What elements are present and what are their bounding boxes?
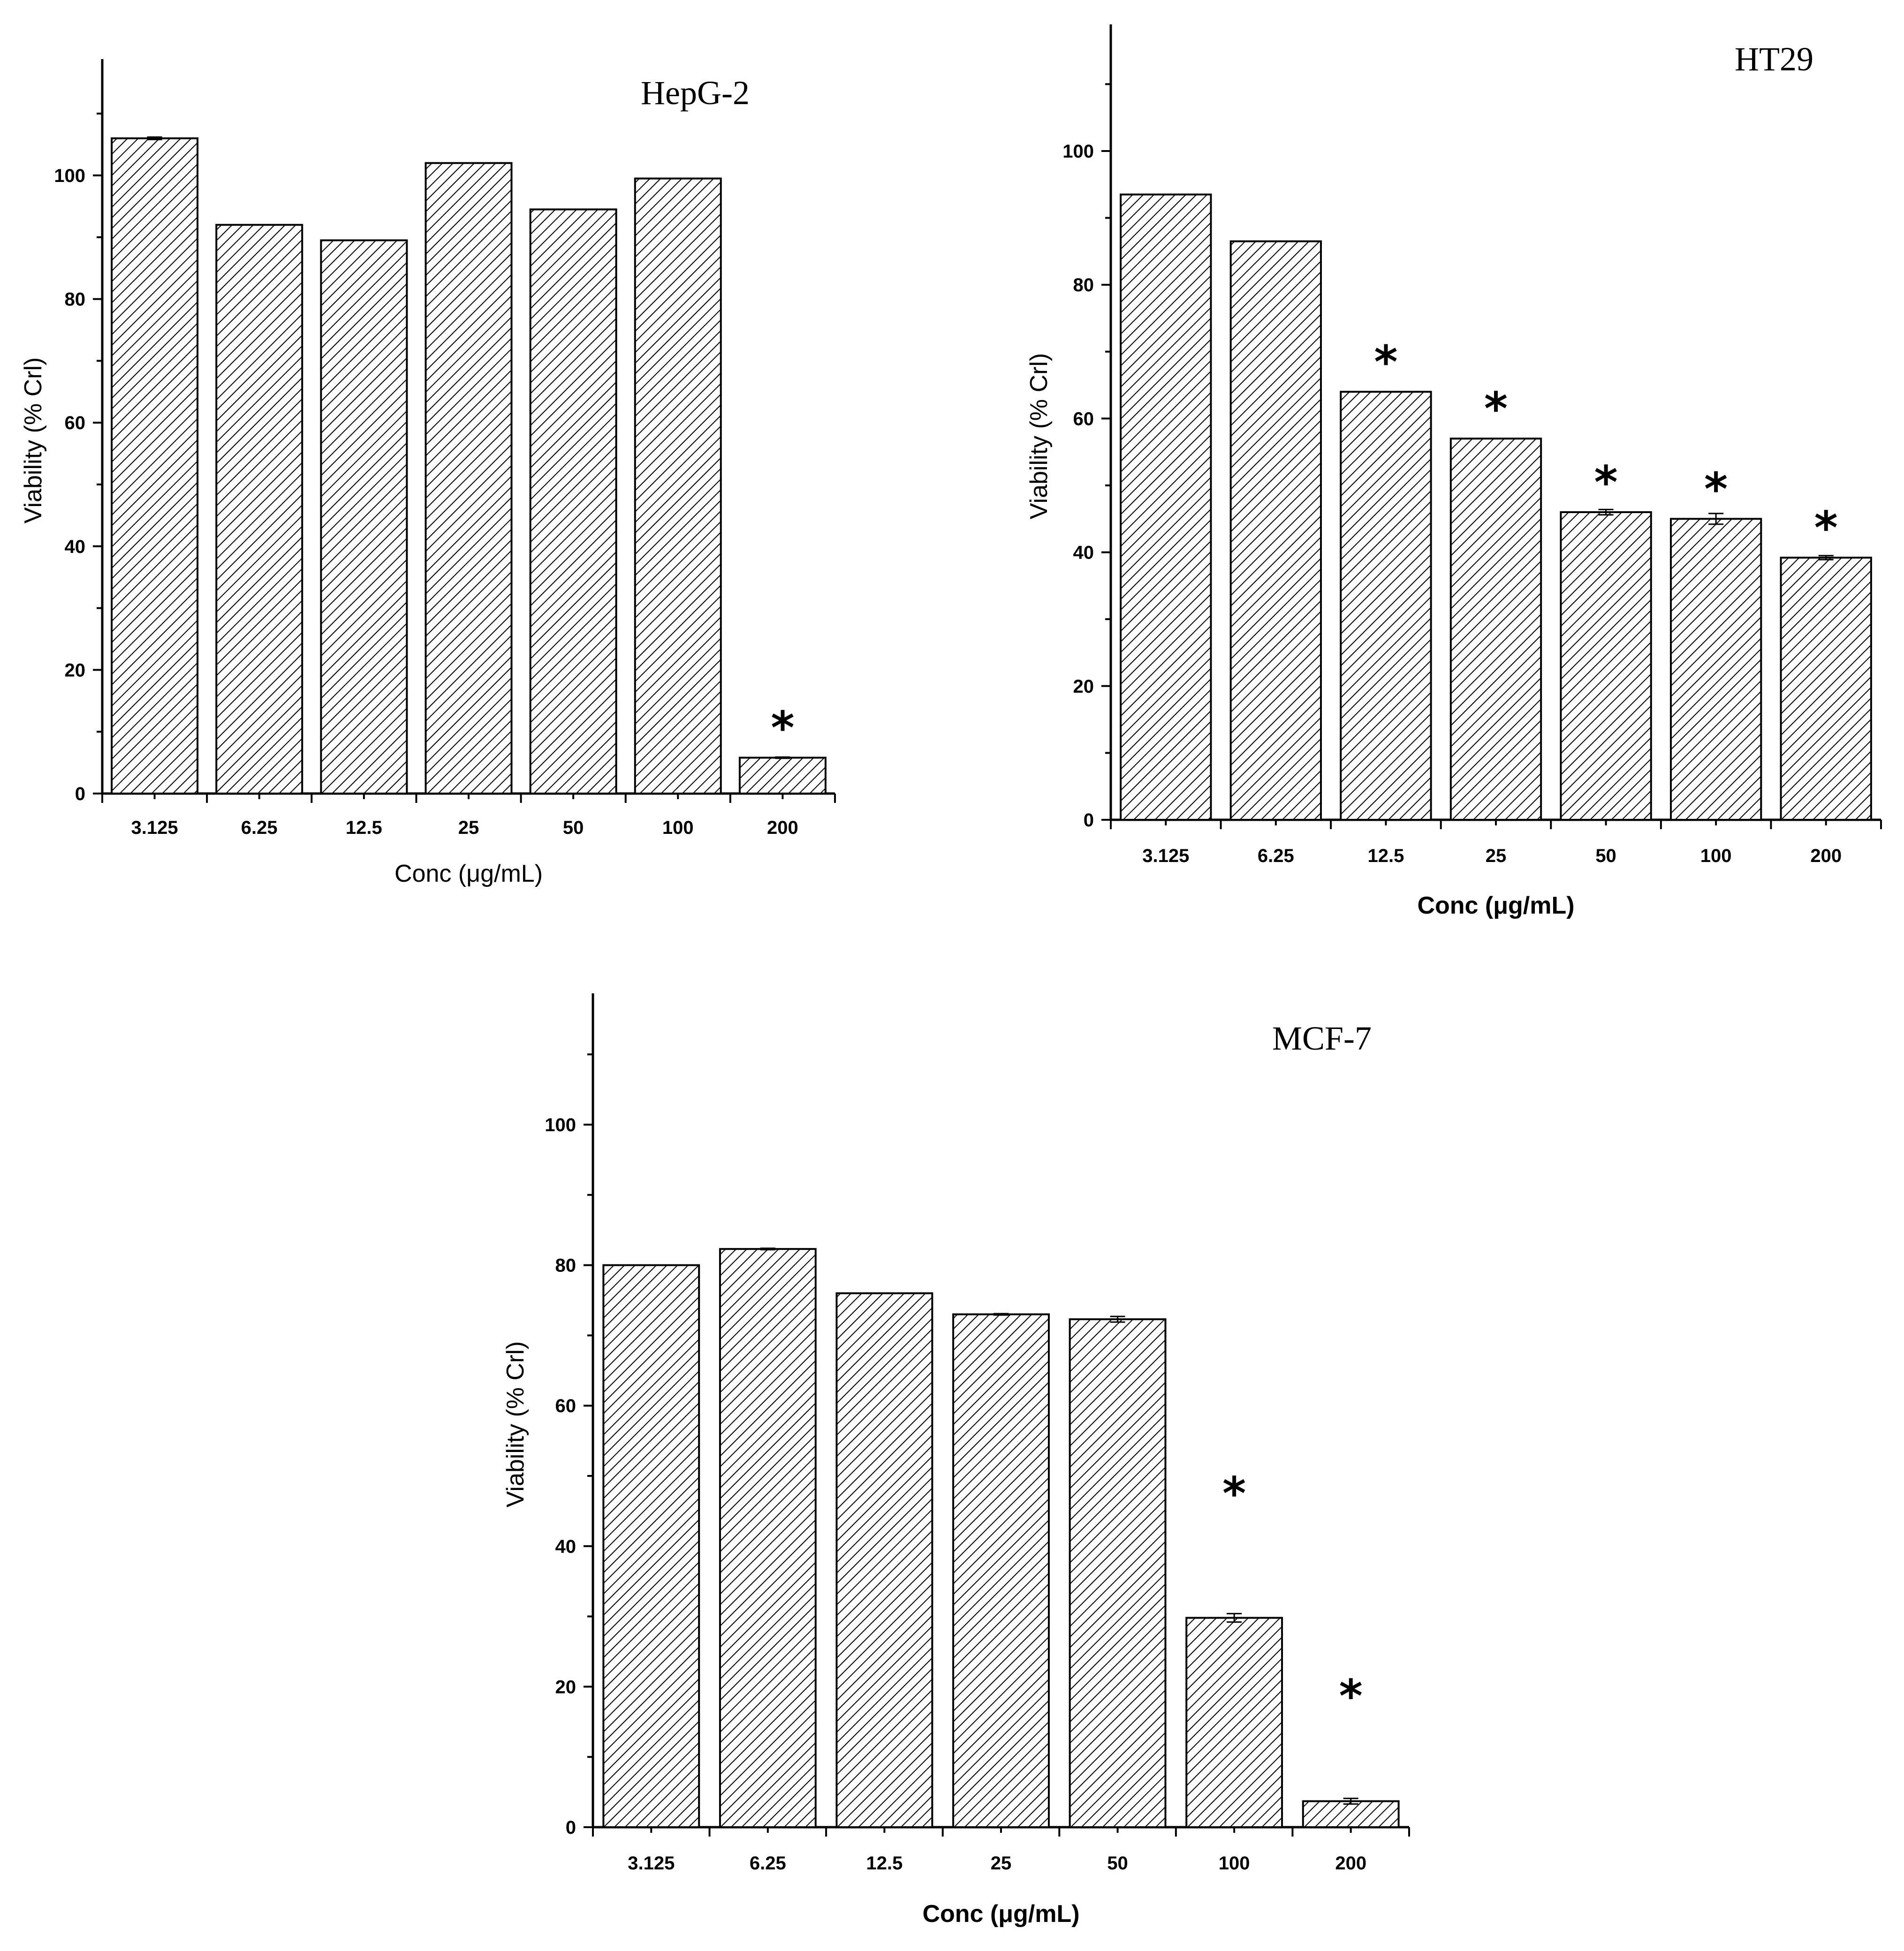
bar-6.25 [1229, 240, 1322, 821]
chart-mcf7: 0 20 40 60 80 100 3.125 6.25 12.5 25 50 * 100 * 200 MCF… [502, 993, 1410, 1928]
x-tick-label: 3.125 [628, 1853, 675, 1874]
bar-3.125 [602, 1264, 700, 1829]
y-tick-label: 80 [555, 1255, 577, 1276]
significance-marker: * [1814, 502, 1838, 554]
x-tick-label: 3.125 [131, 817, 178, 838]
x-tick-label: 6.25 [750, 1853, 786, 1874]
error-bar [994, 1313, 1009, 1316]
significance-marker: * [1374, 336, 1397, 388]
x-tick-label: 6.25 [1258, 846, 1294, 866]
bar-100 [1185, 1617, 1283, 1828]
x-tick-label: 12.5 [866, 1853, 903, 1874]
bar-12.5 [320, 239, 408, 794]
bar-200 [1302, 1800, 1400, 1828]
y-tick-label: 20 [555, 1677, 577, 1697]
error-bar [760, 1248, 775, 1251]
y-tick-label: 20 [1073, 676, 1094, 697]
bar-25 [952, 1313, 1050, 1828]
error-bar [1110, 1316, 1125, 1323]
y-tick-label: 20 [65, 660, 86, 681]
bar-100 [1669, 518, 1762, 821]
error-bar [1598, 508, 1614, 516]
bar-12.5 [1340, 391, 1432, 821]
x-tick-label: 25 [991, 1853, 1012, 1874]
x-tick-label: 6.25 [241, 817, 278, 838]
significance-marker: * [1594, 456, 1617, 509]
y-tick-label: 0 [566, 1817, 576, 1838]
bar-50 [1560, 511, 1652, 821]
y-tick-label: 40 [555, 1536, 577, 1557]
significance-marker: * [1484, 383, 1508, 435]
error-bar [1708, 513, 1724, 525]
x-tick-label: 25 [458, 817, 479, 838]
y-tick-label: 60 [65, 413, 86, 433]
y-tick-label: 40 [1073, 543, 1094, 563]
error-bar [775, 756, 790, 759]
bar-200 [738, 756, 827, 795]
y-tick-label: 100 [545, 1115, 576, 1135]
y-tick-label: 0 [75, 784, 85, 804]
chart-hepg2: 0 20 40 60 80 100 3.125 6.25 12.5 25 50 100 * 200 HepG… [20, 59, 836, 887]
x-tick-label: 50 [1595, 846, 1616, 866]
y-tick-label: 0 [1084, 810, 1094, 831]
bar-6.25 [215, 224, 303, 795]
significance-marker: * [771, 702, 794, 755]
y-tick-label: 80 [65, 289, 86, 310]
chart-title: HT29 [1735, 40, 1813, 78]
bar-50 [1069, 1318, 1167, 1828]
bar-12.5 [835, 1292, 933, 1828]
x-axis-title: Conc (μg/mL) [1417, 892, 1574, 919]
x-tick-label: 12.5 [1367, 846, 1404, 866]
chart-title: HepG-2 [641, 74, 750, 112]
y-tick-label: 80 [1073, 275, 1094, 295]
chart-title: MCF-7 [1272, 1020, 1372, 1057]
significance-marker: * [1339, 1670, 1363, 1723]
error-bar [1343, 1798, 1358, 1805]
x-tick-label: 100 [662, 817, 694, 838]
bar-6.25 [719, 1248, 817, 1828]
error-bar [1818, 555, 1834, 560]
x-tick-label: 50 [563, 817, 584, 838]
y-tick-label: 40 [65, 537, 86, 557]
bar-25 [425, 162, 513, 794]
bar-50 [529, 208, 617, 794]
bar-100 [634, 177, 722, 795]
y-tick-label: 60 [1073, 408, 1094, 429]
bar-3.125 [1120, 193, 1212, 821]
error-bar [147, 136, 162, 141]
y-tick-label: 60 [555, 1396, 577, 1416]
x-tick-label: 3.125 [1142, 846, 1189, 866]
x-tick-label: 100 [1700, 846, 1732, 866]
x-tick-label: 200 [767, 817, 798, 838]
error-bar [1227, 1613, 1242, 1623]
x-tick-label: 100 [1219, 1853, 1250, 1874]
x-tick-label: 200 [1335, 1853, 1366, 1874]
significance-marker: * [1704, 463, 1728, 515]
y-tick-label: 100 [1062, 141, 1094, 162]
significance-marker: * [1222, 1467, 1246, 1520]
y-axis-title: Viability (% Crl) [1025, 353, 1053, 519]
bar-25 [1449, 438, 1542, 821]
bar-3.125 [111, 137, 199, 794]
x-tick-label: 12.5 [346, 817, 382, 838]
bar-200 [1780, 557, 1872, 821]
chart-ht29: 0 20 40 60 80 100 3.125 6.25 * 12.5 * 25 * 50 * 100 * 200… [1025, 24, 1882, 919]
x-axis-title: Conc (μg/mL) [922, 1900, 1079, 1928]
x-tick-label: 50 [1107, 1853, 1128, 1874]
x-axis-title: Conc (μg/mL) [394, 860, 543, 887]
y-axis-title: Viability (% Crl) [20, 357, 47, 523]
x-tick-label: 25 [1486, 846, 1507, 866]
x-tick-label: 200 [1810, 846, 1842, 866]
y-tick-label: 100 [54, 166, 85, 186]
y-axis-title: Viability (% Crl) [502, 1341, 529, 1507]
